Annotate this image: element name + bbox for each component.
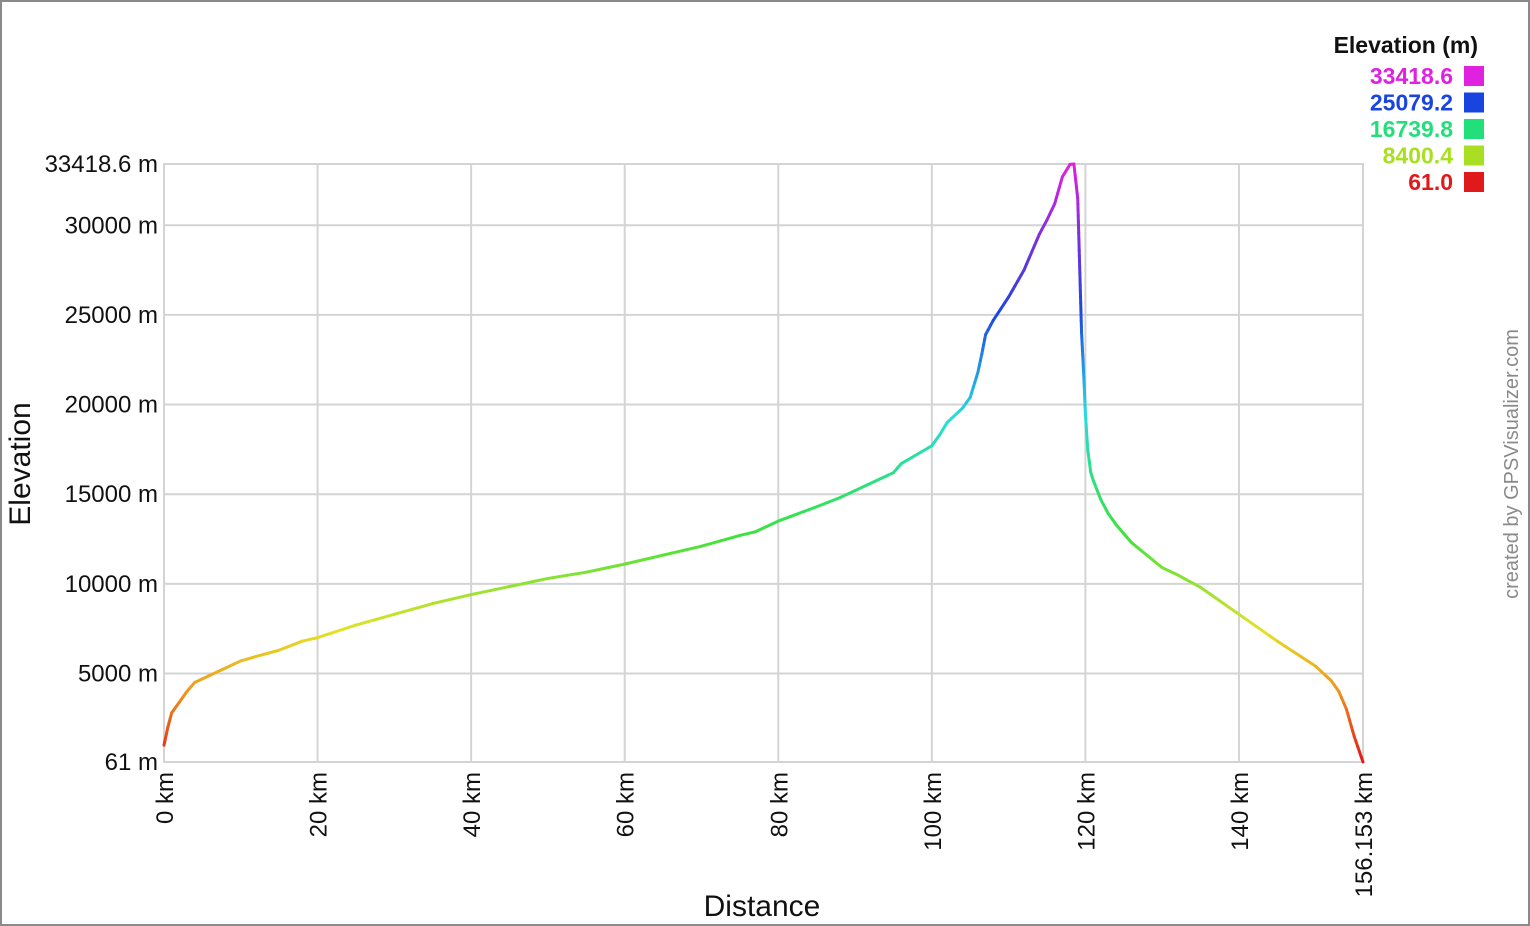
series-segment [1306, 659, 1318, 668]
series-segment [815, 500, 830, 509]
series-segment [584, 566, 608, 574]
series-segment [826, 496, 842, 504]
series-segment [289, 639, 304, 648]
series-segment [508, 580, 531, 589]
series-segment [604, 562, 627, 570]
series-segment [300, 636, 320, 643]
series-segment [565, 570, 588, 577]
series-segment [354, 618, 377, 627]
series-segment [1359, 755, 1365, 764]
series-segment [623, 558, 646, 566]
x-tick-labels: 0 km 20 km 40 km 60 km 80 km 100 km 120 km 140 … [152, 772, 1378, 897]
series-segment [909, 450, 924, 460]
series-segment [1252, 623, 1264, 632]
series-segment [316, 631, 332, 640]
legend-title: Elevation (m) [1334, 32, 1478, 58]
y-tick-label: 10000 m [65, 571, 158, 598]
series-segment [527, 576, 550, 584]
legend-swatch [1464, 66, 1484, 86]
series-segment [1283, 644, 1295, 653]
x-tick-label: 156.153 km [1351, 772, 1378, 897]
series-segment [469, 589, 492, 597]
legend-entry-label: 8400.4 [1383, 143, 1454, 169]
legend-entry-label: 61.0 [1408, 169, 1453, 195]
series-segment [738, 530, 757, 537]
series-segment [266, 648, 281, 655]
x-tick-label: 40 km [459, 772, 486, 837]
series-segment [1237, 612, 1249, 622]
series-segment [680, 544, 703, 553]
series-segment [1298, 654, 1310, 663]
series-segment [1245, 618, 1256, 627]
series-segment [879, 471, 895, 481]
y-axis-title: Elevation [4, 402, 37, 525]
series-segment [373, 612, 396, 622]
x-tick-label: 80 km [766, 772, 793, 837]
series-segment [392, 607, 416, 616]
legend-swatch [1464, 119, 1484, 139]
series-segment [277, 644, 293, 652]
series-segment [642, 553, 665, 562]
series-segment [1206, 591, 1218, 600]
series-segment [719, 533, 742, 543]
series-segment [899, 456, 913, 466]
legend-entry-label: 33418.6 [1370, 63, 1453, 89]
series-segment [699, 539, 723, 548]
y-tick-label: 25000 m [65, 302, 158, 329]
series-segment [853, 483, 870, 493]
credit-text: created by GPSVisualizer.com [1501, 329, 1523, 599]
legend-swatch [1464, 145, 1484, 166]
y-tick-labels: 61 m 5000 m 10000 m 15000 m 20000 m 25000 m 30… [45, 151, 158, 776]
x-tick-label: 20 km [306, 772, 333, 837]
series-segment [239, 654, 258, 663]
elevation-series [162, 162, 1365, 764]
series-segment [328, 627, 345, 635]
legend-entry-label: 25079.2 [1370, 90, 1453, 116]
plot-border [163, 163, 1364, 763]
series-segment [1199, 585, 1210, 595]
series-segment [1229, 607, 1241, 616]
series-segment [450, 593, 473, 601]
series-segment [802, 505, 819, 514]
series-segment [776, 514, 793, 523]
series-segment [412, 602, 435, 611]
series-segment [1268, 634, 1279, 643]
series-segment [254, 651, 270, 658]
grid [163, 163, 1364, 763]
x-axis-title: Distance [704, 890, 821, 923]
series-segment [1222, 602, 1233, 611]
series-segment [661, 549, 684, 557]
series-segment [1275, 639, 1287, 648]
x-tick-label: 120 km [1073, 772, 1100, 851]
series-segment [789, 510, 806, 518]
series-segment [431, 597, 454, 606]
series-segment [341, 623, 358, 631]
series-segment [546, 573, 569, 580]
series-segment [866, 477, 883, 487]
series-segment [488, 585, 512, 593]
y-tick-label: 30000 m [65, 212, 158, 239]
y-tick-label: 20000 m [65, 392, 158, 419]
series-segment [1260, 628, 1272, 638]
series-segment [753, 524, 769, 534]
series-segment [920, 444, 934, 454]
x-tick-label: 60 km [613, 772, 640, 837]
series-segment [1214, 596, 1226, 606]
legend: Elevation (m) 33418.625079.216739.88400.… [1334, 32, 1484, 195]
legend-entry-label: 16739.8 [1370, 116, 1453, 142]
x-tick-label: 0 km [152, 772, 179, 824]
series-segment [1291, 649, 1302, 658]
y-tick-label: 15000 m [65, 481, 158, 508]
y-tick-label: 61 m [105, 749, 158, 776]
y-tick-label: 5000 m [78, 660, 158, 687]
series-segment [765, 519, 780, 528]
x-tick-label: 140 km [1227, 772, 1254, 851]
legend-swatch [1464, 172, 1484, 192]
y-tick-label: 33418.6 m [45, 151, 158, 178]
x-tick-label: 100 km [920, 772, 947, 851]
legend-swatch [1464, 92, 1484, 113]
